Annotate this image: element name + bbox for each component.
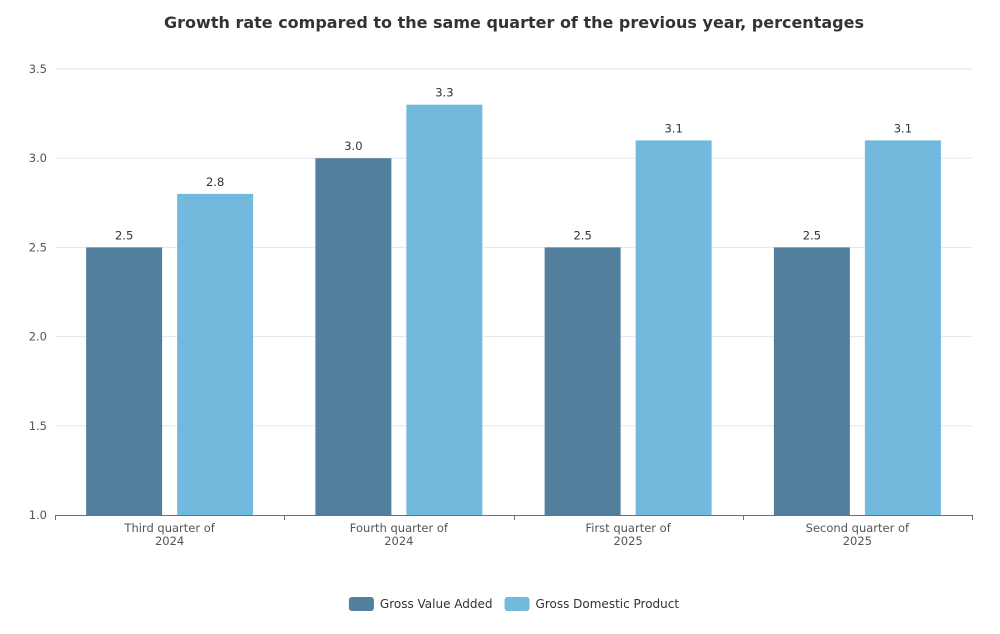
bar-gva[interactable] — [86, 247, 163, 515]
data-label: 3.1 — [894, 121, 912, 135]
y-tick-label: 2.5 — [29, 240, 47, 254]
data-label: 3.1 — [664, 121, 682, 135]
bar-gva[interactable] — [544, 247, 621, 515]
x-tick-label: 2024 — [155, 534, 184, 548]
chart-title: Growth rate compared to the same quarter… — [164, 13, 864, 32]
y-tick-label: 1.0 — [29, 508, 47, 522]
y-tick-label: 3.0 — [29, 151, 47, 165]
x-tick-label: 2024 — [384, 534, 413, 548]
x-tick-label: First quarter of — [585, 521, 671, 535]
x-tick-label: 2025 — [843, 534, 872, 548]
data-label: 3.3 — [435, 86, 453, 100]
bar-gva[interactable] — [315, 158, 392, 515]
data-labels: 2.5 2.8 3.0 3.3 2.5 3.1 2.5 3.1 — [115, 86, 912, 243]
data-label: 2.5 — [115, 228, 133, 242]
legend[interactable]: Gross Value Added Gross Domestic Product — [348, 597, 680, 611]
data-label: 2.5 — [573, 228, 591, 242]
data-label: 2.5 — [803, 228, 821, 242]
legend-label: Gross Value Added — [380, 597, 493, 611]
y-tick-label: 2.0 — [29, 330, 47, 344]
y-tick-label: 1.5 — [29, 419, 47, 433]
x-tick-label: 2025 — [613, 534, 642, 548]
legend-item-gdp[interactable]: Gross Domestic Product — [504, 597, 680, 611]
x-tick-label: Second quarter of — [806, 521, 910, 535]
legend-swatch — [504, 597, 530, 611]
y-tick-label: 3.5 — [29, 62, 47, 76]
y-axis: 1.0 1.5 2.0 2.5 3.0 3.5 — [29, 62, 47, 522]
bars — [86, 104, 941, 516]
data-label: 2.8 — [206, 175, 224, 189]
bar-gdp[interactable] — [635, 140, 712, 516]
bar-gva[interactable] — [773, 247, 850, 515]
legend-item-gva[interactable]: Gross Value Added — [348, 597, 493, 611]
legend-swatch — [348, 597, 374, 611]
bar-gdp[interactable] — [177, 193, 254, 515]
x-tick-label: Third quarter of — [123, 521, 215, 535]
bar-gdp[interactable] — [406, 104, 483, 516]
x-tick-label: Fourth quarter of — [350, 521, 449, 535]
bar-gdp[interactable] — [864, 140, 941, 516]
legend-label: Gross Domestic Product — [536, 597, 680, 611]
data-label: 3.0 — [344, 139, 362, 153]
